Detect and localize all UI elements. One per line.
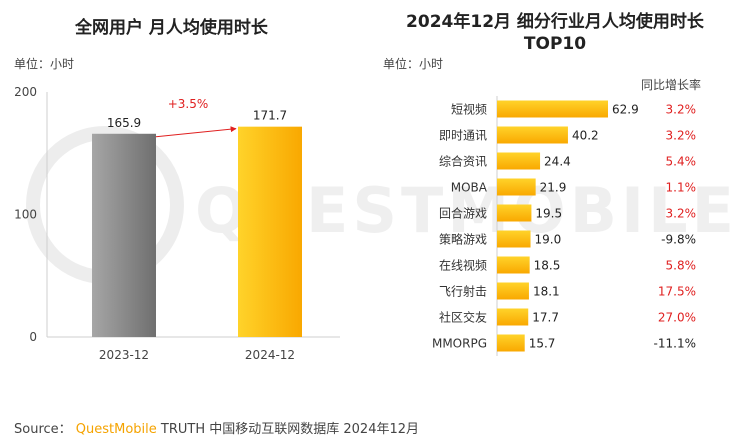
right-bar-短视频 [497, 100, 608, 118]
yoy-value: -9.8% [661, 233, 696, 247]
left-bar-2024-12 [238, 126, 302, 337]
right-chart-title-line1: 2024年12月 细分行业月人均使用时长 [406, 12, 704, 32]
right-bar-value-label: 21.9 [540, 181, 567, 195]
growth-arrow [155, 126, 237, 138]
yoy-header: 同比增长率 [641, 78, 702, 92]
right-bar-value-label: 15.7 [529, 337, 556, 351]
right-bar-value-label: 18.5 [534, 259, 561, 273]
right-category-label: 即时通讯 [439, 129, 487, 143]
yoy-value: 3.2% [666, 129, 697, 143]
right-category-label: MMORPG [432, 337, 487, 351]
right-bar-value-label: 62.9 [612, 103, 639, 117]
right-chart-title-line2: TOP10 [523, 34, 587, 54]
right-bar-value-label: 40.2 [572, 129, 599, 143]
left-bar-2023-12 [92, 133, 156, 337]
left-unit-label: 单位：小时 [14, 57, 75, 71]
right-bar-即时通讯 [497, 126, 568, 144]
right-chart-title: 2024年12月 细分行业月人均使用时长 TOP10 [400, 11, 710, 55]
right-bar-value-label: 18.1 [533, 285, 560, 299]
yoy-value: 5.4% [666, 155, 697, 169]
source-brand: QuestMobile [75, 422, 157, 437]
yoy-value: 5.8% [666, 259, 697, 273]
yoy-value: 3.2% [666, 103, 697, 117]
right-category-label: 在线视频 [439, 258, 487, 273]
yoy-value: 27.0% [658, 311, 696, 325]
right-category-label: 回合游戏 [439, 206, 487, 221]
right-category-label: 飞行射击 [439, 284, 487, 299]
right-bar-飞行射击 [497, 282, 529, 300]
left-x-tick-label: 2024-12 [245, 348, 295, 362]
left-bar-value-label: 171.7 [253, 109, 287, 123]
source-line: Source： QuestMobile TRUTH 中国移动互联网数据库 202… [14, 418, 419, 437]
yoy-value: 17.5% [658, 285, 696, 299]
right-category-label: 综合资讯 [439, 154, 487, 169]
left-y-tick-label: 0 [29, 330, 37, 344]
source-suffix: TRUTH 中国移动互联网数据库 2024年12月 [160, 422, 420, 437]
right-bar-在线视频 [497, 256, 530, 274]
growth-annotation: +3.5% [168, 97, 209, 111]
yoy-value: 1.1% [666, 181, 697, 195]
left-bar-value-label: 165.9 [107, 116, 141, 130]
right-bar-value-label: 17.7 [532, 311, 559, 325]
source-prefix: Source： [14, 422, 72, 437]
right-category-label: MOBA [451, 181, 488, 195]
left-y-tick-label: 100 [14, 208, 37, 222]
left-y-tick-label: 200 [14, 85, 37, 99]
yoy-value: 3.2% [666, 207, 697, 221]
right-category-label: 策略游戏 [439, 232, 487, 247]
right-bar-回合游戏 [497, 204, 532, 222]
right-bar-value-label: 24.4 [544, 155, 571, 169]
right-bar-value-label: 19.5 [535, 207, 562, 221]
right-unit-label: 单位：小时 [383, 57, 444, 71]
right-category-label: 短视频 [451, 102, 487, 117]
right-bar-策略游戏 [497, 230, 531, 248]
right-bar-value-label: 19.0 [535, 233, 562, 247]
left-x-tick-label: 2023-12 [99, 348, 149, 362]
left-chart-title: 全网用户 月人均使用时长 [75, 18, 268, 38]
right-category-label: 社区交友 [439, 310, 487, 325]
yoy-value: -11.1% [654, 337, 696, 351]
right-bar-社区交友 [497, 308, 529, 326]
right-bar-综合资讯 [497, 152, 541, 170]
right-bar-MOBA [497, 178, 536, 196]
right-bar-MMORPG [497, 334, 525, 352]
